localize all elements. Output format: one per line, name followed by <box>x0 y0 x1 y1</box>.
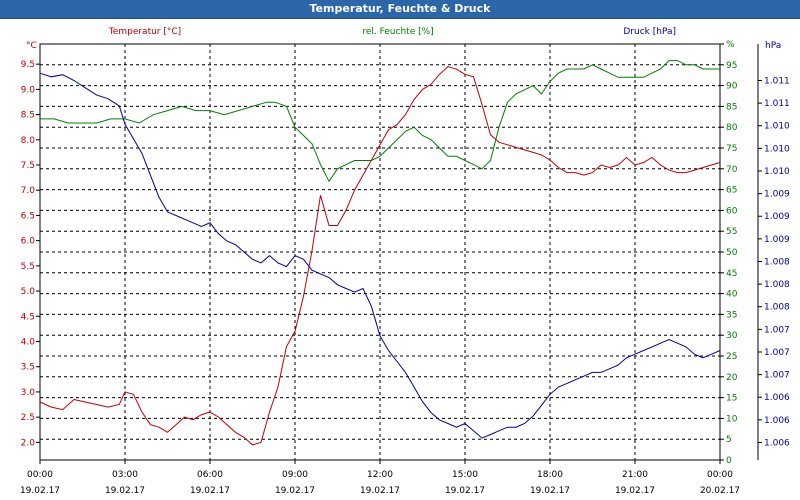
humidity-tick-label: 45 <box>726 269 737 279</box>
humidity-tick-label: % <box>726 40 735 50</box>
temperature-tick-label: 9.5 <box>21 60 35 70</box>
temperature-tick-label: 3.0 <box>21 388 36 398</box>
humidity-tick-label: 10 <box>726 414 738 424</box>
pressure-tick-label: 1.010 <box>764 167 790 177</box>
date-tick-label: 19.02.17 <box>105 486 145 496</box>
date-tick-label: 19.02.17 <box>530 486 570 496</box>
date-tick-label: 19.02.17 <box>615 486 655 496</box>
temperature-tick-label: 8.0 <box>21 136 36 146</box>
humidity-tick-label: 0 <box>726 456 732 466</box>
humidity-line <box>40 60 720 183</box>
temperature-tick-label: 2.0 <box>21 438 36 448</box>
grid-lines <box>40 44 720 460</box>
pressure-tick-label: 1.007 <box>764 371 790 381</box>
date-tick-label: 19.02.17 <box>445 486 485 496</box>
humidity-tick-label: 80 <box>726 123 738 133</box>
humidity-tick-label: 20 <box>726 373 738 383</box>
series-lines <box>39 60 721 446</box>
temperature-series-label: Temperatur [°C] <box>108 27 181 37</box>
series-labels: Temperatur [°C] rel. Feuchte [%] Druck [hP… <box>108 27 676 37</box>
time-tick-label: 21:00 <box>622 470 648 480</box>
pressure-tick-label: 1.006 <box>764 393 790 403</box>
pressure-tick-label: 1.008 <box>764 303 790 313</box>
temperature-tick-label: 3.5 <box>21 363 35 373</box>
pressure-tick-label: 1.006 <box>764 438 790 448</box>
temperature-tick-label: 6.5 <box>21 211 35 221</box>
humidity-tick-label: 5 <box>726 435 732 445</box>
date-tick-label: 20.02.17 <box>700 486 740 496</box>
temperature-tick-label: 6.0 <box>21 237 36 247</box>
pressure-tick-label: 1.011 <box>764 76 790 86</box>
temperature-tick-label: 5.5 <box>21 262 35 272</box>
humidity-tick-label: 95 <box>726 61 737 71</box>
time-tick-label: 03:00 <box>112 470 138 480</box>
temperature-tick-label: 4.0 <box>21 338 36 348</box>
temperature-tick-label: 4.5 <box>21 312 35 322</box>
humidity-axis: 0 5 10 15 20 25 30 35 40 45 50 55 60 65 70 75 80 85 90 95% <box>720 40 738 466</box>
pressure-tick-label: 1.008 <box>764 257 790 267</box>
humidity-tick-label: 55 <box>726 227 737 237</box>
pressure-tick-label: 1.010 <box>764 144 790 154</box>
date-tick-label: 19.02.17 <box>190 486 230 496</box>
pressure-tick-label: 1.010 <box>764 122 790 132</box>
humidity-tick-label: 15 <box>726 394 737 404</box>
pressure-line <box>39 72 721 439</box>
time-tick-label: 12:00 <box>367 470 393 480</box>
time-tick-label: 00:00 <box>707 470 733 480</box>
temperature-tick-label: 8.5 <box>21 111 35 121</box>
pressure-tick-label: 1.007 <box>764 325 790 335</box>
pressure-tick-label: 1.007 <box>764 348 790 358</box>
time-tick-label: 06:00 <box>197 470 223 480</box>
humidity-tick-label: 85 <box>726 102 737 112</box>
temperature-unit-label: °C <box>26 41 37 51</box>
plot-frame <box>39 43 759 461</box>
pressure-unit-label: hPa <box>765 41 781 51</box>
temperature-tick-label: 5.0 <box>21 287 36 297</box>
pressure-axis: 1.006 1.006 1.006 1.007 1.007 1.007 1.008 1.008… <box>758 41 790 448</box>
temperature-tick-label: 7.5 <box>21 161 35 171</box>
humidity-series-label: rel. Feuchte [%] <box>362 27 433 37</box>
humidity-tick-label: 40 <box>726 290 738 300</box>
pressure-series-label: Druck [hPa] <box>623 27 676 37</box>
pressure-tick-label: 1.009 <box>764 190 790 200</box>
pressure-tick-label: 1.009 <box>764 235 790 245</box>
temperature-line <box>39 66 721 446</box>
temperature-tick-label: 9.0 <box>21 85 36 95</box>
humidity-tick-label: 70 <box>726 165 738 175</box>
temperature-axis: 2.0 2.5 3.0 3.5 4.0 4.5 5.0 5.5 6.0 6.5 7.0 7.5 8.0 8… <box>21 41 40 448</box>
time-tick-label: 09:00 <box>282 470 308 480</box>
humidity-tick-label: 25 <box>726 352 737 362</box>
chart-title: Temperatur, Feuchte & Druck <box>0 0 800 19</box>
time-tick-label: 18:00 <box>537 470 563 480</box>
temperature-tick-label: 2.5 <box>21 413 35 423</box>
pressure-tick-label: 1.009 <box>764 212 790 222</box>
humidity-tick-label: 50 <box>726 248 738 258</box>
pressure-tick-label: 1.008 <box>764 280 790 290</box>
time-axis: 00:00 19.02.17 03:00 19.02.17 06:00 19.02.17 0… <box>20 460 740 496</box>
date-tick-label: 19.02.17 <box>20 486 60 496</box>
humidity-tick-label: 35 <box>726 310 737 320</box>
temperature-tick-label: 7.0 <box>21 186 36 196</box>
time-tick-label: 00:00 <box>27 470 53 480</box>
humidity-tick-label: 75 <box>726 144 737 154</box>
humidity-tick-label: 90 <box>726 82 738 92</box>
time-tick-label: 15:00 <box>452 470 478 480</box>
pressure-tick-label: 1.011 <box>764 99 790 109</box>
date-tick-label: 19.02.17 <box>275 486 315 496</box>
humidity-tick-label: 60 <box>726 206 738 216</box>
humidity-tick-label: 65 <box>726 186 737 196</box>
humidity-tick-label: 30 <box>726 331 738 341</box>
date-tick-label: 19.02.17 <box>360 486 400 496</box>
pressure-tick-label: 1.006 <box>764 416 790 426</box>
